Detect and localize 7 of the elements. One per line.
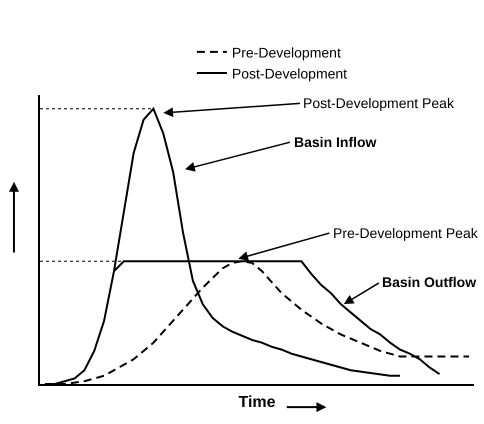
x-axis-title: Time [238,394,276,411]
annotation: Basin Inflow [294,134,377,150]
annotation: Basin Outflow [382,274,476,290]
legend-label: Pre-Development [232,44,341,60]
annotation: Post-Development Peak [303,95,455,111]
legend-label: Post-Development [232,65,348,82]
annotation: Pre-Development Peak [333,225,479,241]
